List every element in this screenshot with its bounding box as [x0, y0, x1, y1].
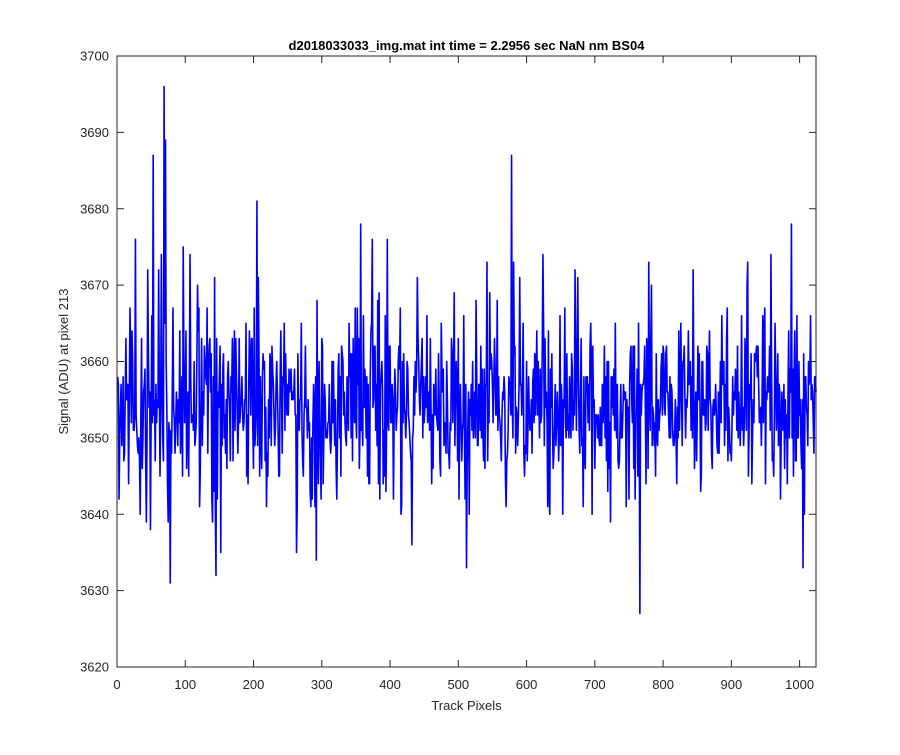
y-tick-label: 3680	[80, 201, 109, 216]
y-tick-label: 3650	[80, 430, 109, 445]
y-axis: 3620 3630 3640 3650 3660 3670 3680 3690 3700	[80, 49, 816, 675]
y-tick-label: 3630	[80, 583, 109, 598]
x-tick-label: 700	[584, 677, 606, 692]
y-tick-label: 3690	[80, 125, 109, 140]
x-tick-label: 200	[243, 677, 265, 692]
chart-title: d2018033033_img.mat int time = 2.2956 se…	[289, 38, 646, 53]
y-tick-label: 3670	[80, 278, 109, 293]
x-tick-label: 800	[652, 677, 674, 692]
x-tick-label: 600	[516, 677, 538, 692]
x-tick-label: 100	[174, 677, 196, 692]
plot-area	[117, 56, 816, 667]
x-axis-label: Track Pixels	[431, 698, 502, 713]
y-tick-label: 3700	[80, 49, 109, 64]
y-tick-label: 3660	[80, 354, 109, 369]
y-tick-label: 3620	[80, 660, 109, 675]
series-layer	[116, 85, 817, 615]
x-tick-label: 1000	[785, 677, 814, 692]
x-tick-label: 500	[447, 677, 469, 692]
x-tick-label: 900	[721, 677, 743, 692]
x-tick-label: 400	[379, 677, 401, 692]
y-axis-label: Signal (ADU) at pixel 213	[56, 289, 71, 435]
x-tick-label: 0	[113, 677, 120, 692]
y-tick-label: 3640	[80, 507, 109, 522]
signal-series-line	[116, 85, 817, 615]
x-axis: 0 100 200 300 400 500 600 700 800 900 1000	[113, 56, 814, 692]
x-tick-label: 300	[311, 677, 333, 692]
